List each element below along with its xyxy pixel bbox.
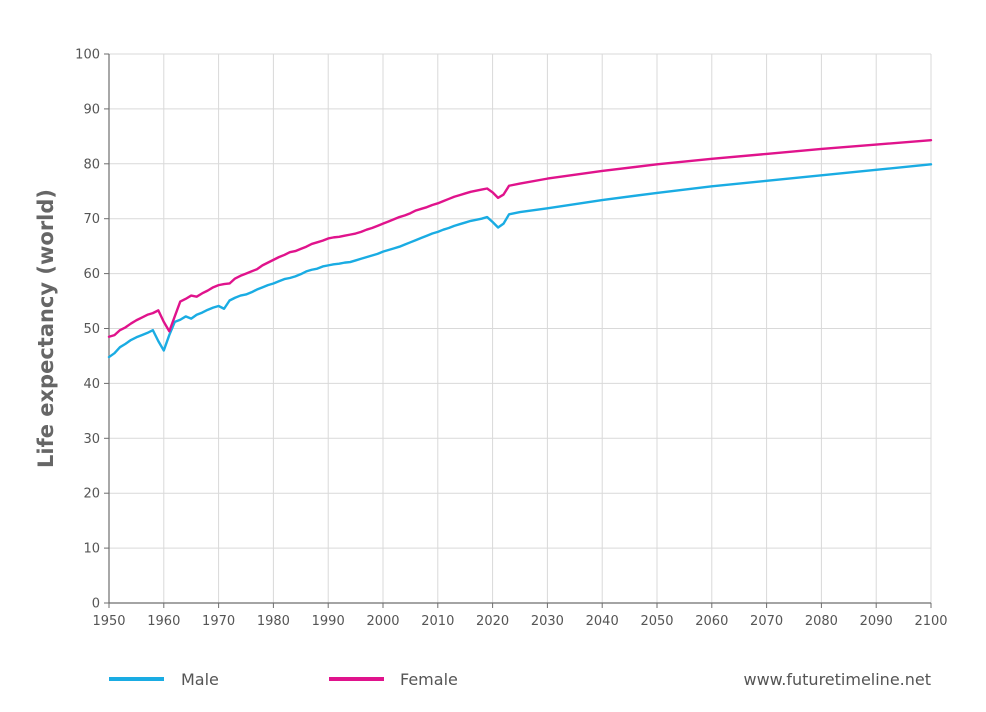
x-tick-label: 2040 — [586, 614, 619, 629]
y-tick-label: 20 — [83, 487, 100, 502]
x-tick-label: 2020 — [476, 614, 509, 629]
plot-area — [107, 138, 933, 359]
y-tick-label: 90 — [83, 102, 100, 117]
legend-male-label: Male — [181, 670, 219, 689]
y-tick-label: 30 — [83, 432, 100, 447]
x-tick-label: 2010 — [421, 614, 454, 629]
grid — [109, 53, 932, 603]
y-axis-label: Life expectancy (world) — [34, 189, 58, 468]
y-tick-label: 70 — [83, 212, 100, 227]
y-tick-label: 0 — [92, 597, 100, 612]
x-tick-label: 2050 — [640, 614, 673, 629]
x-tick-label: 2000 — [366, 614, 399, 629]
legend-item-female: Female — [329, 670, 458, 689]
x-tick-label: 2070 — [750, 614, 783, 629]
y-tick-label: 50 — [83, 322, 100, 337]
y-tick-label: 80 — [83, 157, 100, 172]
y-tick-label: 10 — [83, 542, 100, 557]
x-tick-label: 2060 — [695, 614, 728, 629]
series-line-male — [107, 163, 933, 359]
x-tick-label: 1950 — [92, 614, 125, 629]
x-tick-label: 2090 — [860, 614, 893, 629]
y-tick-label: 40 — [83, 377, 100, 392]
x-tick-label: 1990 — [312, 614, 345, 629]
x-tick-label: 1980 — [257, 614, 290, 629]
legend: Male Female — [109, 670, 458, 689]
x-tick-label: 2030 — [531, 614, 564, 629]
y-tick-label: 60 — [83, 267, 100, 282]
legend-item-male: Male — [109, 670, 219, 689]
x-tick-label: 2100 — [914, 614, 947, 629]
x-tick-label: 1960 — [147, 614, 180, 629]
x-tick-label: 1970 — [202, 614, 235, 629]
x-tick-label: 2080 — [805, 614, 838, 629]
series-line-female — [107, 138, 933, 338]
y-tick-label: 100 — [75, 48, 100, 63]
source-credit: www.futuretimeline.net — [744, 670, 932, 689]
legend-female-label: Female — [400, 670, 458, 689]
